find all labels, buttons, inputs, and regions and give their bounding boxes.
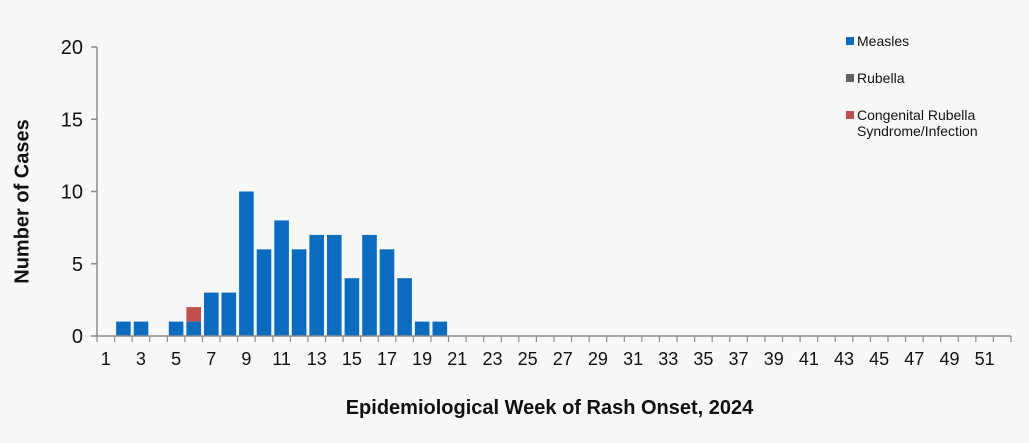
bar-measles (239, 191, 254, 336)
x-tick-label: 33 (658, 349, 678, 369)
x-tick-label: 21 (447, 349, 467, 369)
x-tick-label: 47 (904, 349, 924, 369)
bar-measles (432, 321, 448, 336)
legend-item-rubella: Rubella (846, 70, 1007, 86)
x-tick-label: 41 (799, 349, 819, 369)
bar-measles (186, 321, 201, 336)
bar-measles (204, 292, 219, 336)
bar-measles (327, 234, 342, 336)
bar-measles (397, 278, 412, 336)
bar-congenital (186, 307, 201, 322)
bar-measles (309, 234, 324, 336)
y-tick-label: 20 (61, 37, 83, 59)
x-tick-label: 27 (553, 349, 573, 369)
legend-swatch-rubella (846, 74, 854, 82)
bar-measles (274, 220, 289, 336)
x-tick-label: 25 (518, 349, 538, 369)
bar-measles (116, 321, 131, 336)
x-tick-label: 23 (482, 349, 502, 369)
x-tick-label: 37 (729, 349, 749, 369)
y-tick-label: 5 (72, 254, 83, 276)
x-tick-label: 17 (377, 349, 397, 369)
bar-measles (168, 321, 184, 336)
legend-label: Rubella (857, 70, 905, 86)
bar-measles (221, 292, 237, 336)
x-axis-title: Epidemiological Week of Rash Onset, 2024 (345, 397, 754, 419)
x-tick-label: 15 (342, 349, 362, 369)
x-tick-label: 3 (136, 349, 146, 369)
y-tick-label: 0 (72, 326, 83, 348)
y-tick-label: 10 (61, 182, 83, 204)
bar-measles (133, 321, 149, 336)
bar-measles (256, 249, 272, 336)
bar-measles (291, 249, 307, 336)
x-tick-label: 43 (834, 349, 854, 369)
legend-label: Measles (857, 33, 910, 49)
x-tick-label: 11 (272, 349, 291, 369)
x-tick-label: 35 (693, 349, 713, 369)
x-tick-label: 7 (206, 349, 216, 369)
x-tick-label: 29 (588, 349, 608, 369)
legend-swatch-measles (846, 37, 854, 45)
x-tick-label: 49 (939, 349, 959, 369)
x-tick-label: 1 (101, 349, 111, 369)
bar-measles (379, 249, 395, 336)
x-tick-label: 51 (975, 349, 995, 369)
legend-item-measles: Measles (846, 33, 1007, 49)
x-tick-label: 13 (307, 349, 327, 369)
x-tick-label: 45 (869, 349, 889, 369)
x-tick-label: 5 (171, 349, 181, 369)
legend-label: Congenital Rubella Syndrome/Infection (857, 107, 978, 139)
bar-measles (344, 278, 360, 336)
bar-measles (362, 234, 377, 336)
legend-item-crs: Congenital Rubella Syndrome/Infection (846, 107, 1007, 139)
bar-measles (414, 321, 430, 336)
x-tick-label: 9 (241, 349, 251, 369)
x-tick-label: 39 (764, 349, 784, 369)
y-axis-title: Number of Cases (11, 119, 34, 284)
x-tick-label: 19 (412, 349, 432, 369)
y-tick-label: 15 (61, 109, 83, 131)
legend-swatch-crs (846, 111, 854, 119)
legend: Measles Rubella Congenital Rubella Syndr… (846, 33, 1007, 160)
x-tick-label: 31 (623, 349, 643, 369)
